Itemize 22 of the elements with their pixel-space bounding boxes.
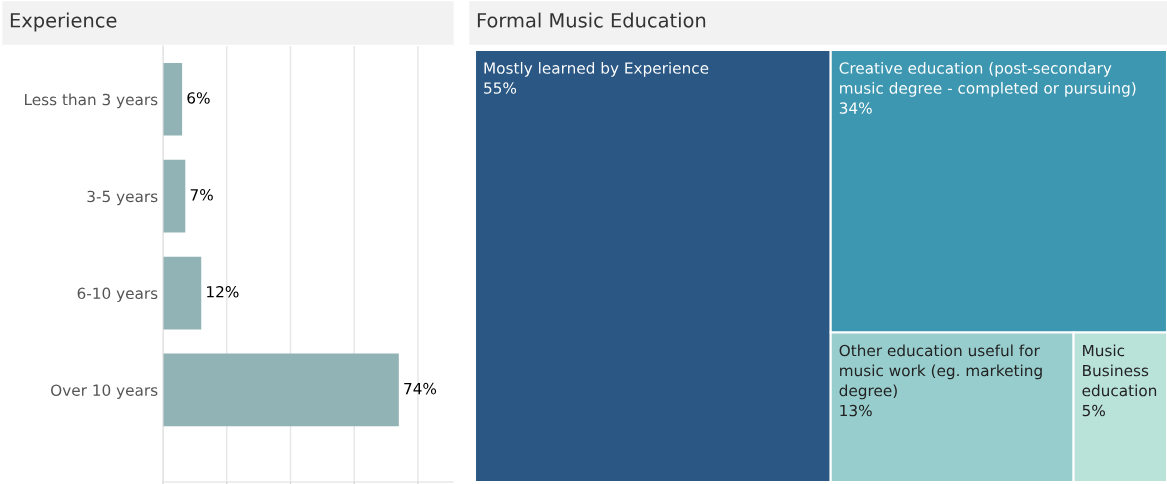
y-tick-label: Over 10 years: [51, 384, 158, 399]
y-tick-label: 3-5 years: [87, 190, 158, 206]
category-label: Mostly learned by Experience: [484, 62, 709, 77]
text: Formal Music Education: [477, 12, 706, 28]
bar: [163, 353, 399, 427]
data-label: 12%: [207, 285, 239, 298]
data-label: 13%: [840, 404, 872, 417]
bar: [163, 159, 186, 233]
y-tick-label: Less than 3 years: [25, 93, 158, 109]
category-label: Other education useful for music work (eg. marketing degree): [839, 344, 1042, 400]
category-label: Creative education (post-secondary music degree - completed or pursuing): [839, 62, 1136, 97]
category-label: Music Business education: [1082, 344, 1157, 397]
y-tick-label: 6-10 years: [77, 287, 158, 303]
data-label: 6%: [187, 92, 210, 104]
chart-title: Experience: [10, 12, 117, 32]
data-label: 74%: [404, 382, 437, 395]
bar: [163, 62, 183, 136]
data-label: 7%: [190, 189, 213, 201]
data-label: 34%: [839, 102, 872, 114]
data-label: 55%: [484, 82, 517, 94]
bar: [163, 256, 202, 330]
data-label: 5%: [1082, 404, 1105, 417]
